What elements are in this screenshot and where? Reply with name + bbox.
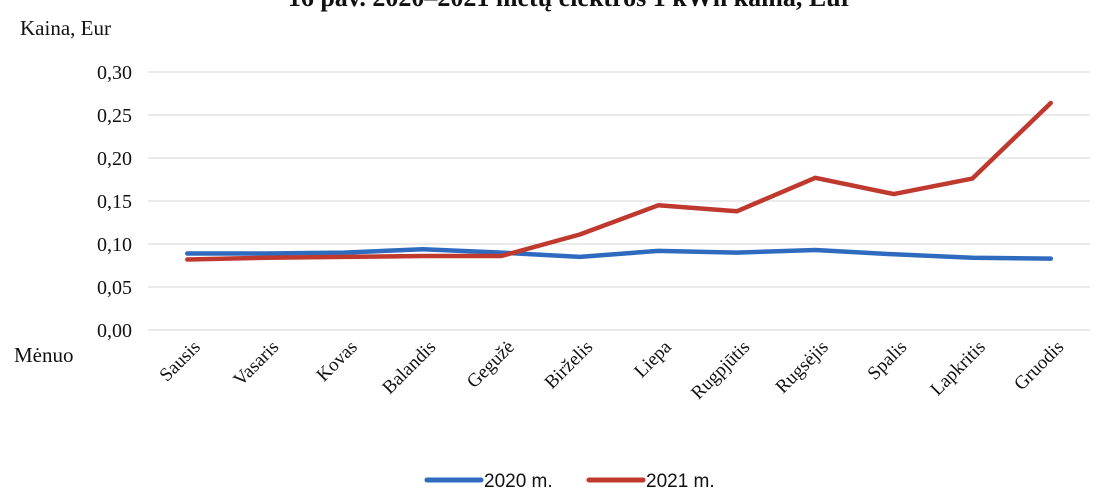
x-tick-label: Spalis <box>864 337 912 385</box>
y-tick-label: 0,10 <box>97 234 132 256</box>
legend-label: 2020 m. <box>484 471 553 492</box>
x-tick-label: Kovas <box>313 337 362 386</box>
y-axis-label: Kaina, Eur <box>20 16 111 40</box>
gridlines <box>148 71 1090 331</box>
x-tick-label: Gegužė <box>463 337 519 393</box>
x-tick-label: Rugsėjis <box>772 337 833 398</box>
series-line-2 <box>185 100 1054 262</box>
legend-label: 2021 m. <box>646 471 715 492</box>
y-tick-label: 0,15 <box>97 191 132 213</box>
x-tick-label: Birželis <box>541 337 598 394</box>
y-tick-labels: 0,00 0,05 0,10 0,15 0,20 0,25 0,30 <box>97 62 132 342</box>
x-tick-label: Sausis <box>156 337 205 386</box>
series-line-1 <box>185 246 1054 261</box>
y-tick-label: 0,30 <box>97 62 132 84</box>
x-tick-label: Lapkritis <box>926 337 989 400</box>
x-axis-label: Mėnuo <box>14 343 74 367</box>
y-tick-label: 0,25 <box>97 105 132 127</box>
x-tick-labels: Sausis Vasaris Kovas Balandis Gegužė Birželis… <box>156 336 1069 403</box>
y-tick-label: 0,20 <box>97 148 132 170</box>
series-lines <box>185 100 1054 262</box>
y-tick-label: 0,05 <box>97 277 132 299</box>
x-tick-label: Balandis <box>378 337 440 399</box>
chart-title: 16 pav. 2020–2021 metų elektros 1 kWh ka… <box>288 0 852 12</box>
y-tick-label: 0,00 <box>97 320 132 342</box>
x-tick-label: Vasaris <box>230 337 284 391</box>
x-tick-label: Liepa <box>630 336 676 382</box>
x-tick-label: Gruodis <box>1010 337 1068 395</box>
legend: 2020 m. 2021 m. <box>424 471 715 492</box>
x-tick-label: Rugpjūtis <box>687 337 754 404</box>
